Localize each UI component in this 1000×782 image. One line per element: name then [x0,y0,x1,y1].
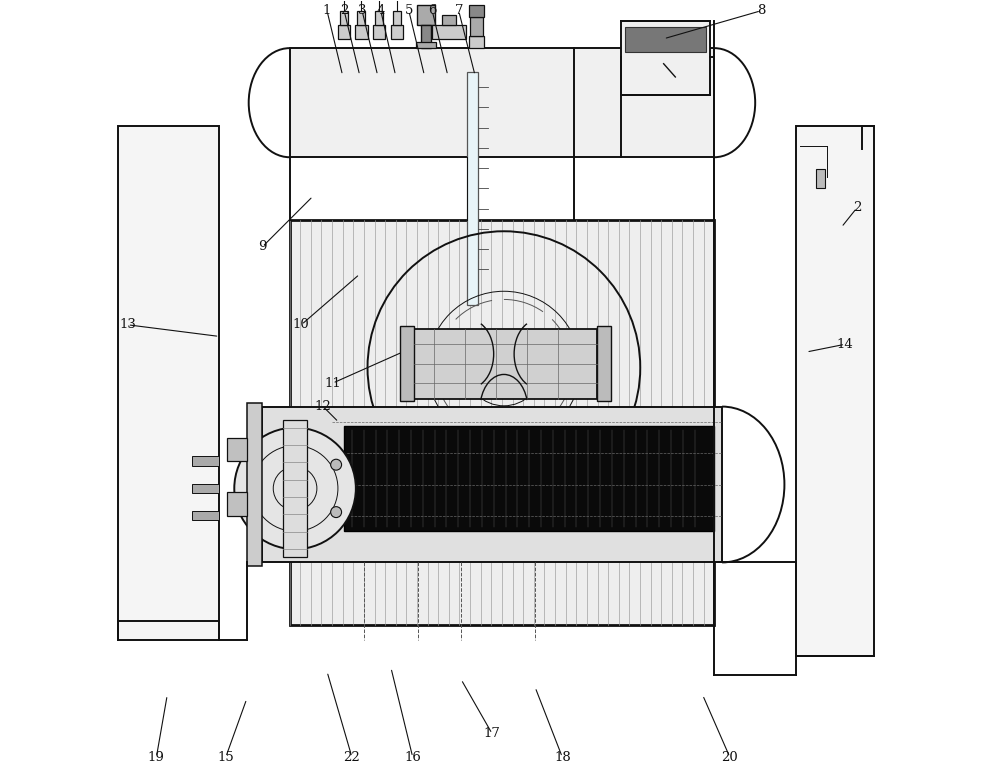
Bar [344,426,714,531]
Text: 15: 15 [217,751,234,764]
Text: 1: 1 [323,4,331,17]
Bar [375,11,383,25]
Bar [355,25,368,39]
Text: 2: 2 [853,202,861,214]
Bar [470,17,483,37]
Bar [357,11,365,25]
Text: 11: 11 [324,377,341,389]
Text: 8: 8 [757,4,765,17]
Bar [391,25,403,39]
Circle shape [234,428,356,549]
Bar [621,21,710,95]
Text: 18: 18 [554,751,571,764]
Bar [442,16,456,25]
Bar [192,511,219,520]
Bar [432,25,466,39]
Bar [373,25,385,39]
Text: 2: 2 [340,4,348,17]
Bar [417,5,435,25]
Text: 5: 5 [405,4,413,17]
Text: 14: 14 [837,338,854,351]
Bar [597,326,611,401]
Circle shape [249,459,259,470]
Circle shape [249,507,259,518]
Text: 20: 20 [721,751,738,764]
Bar [262,407,722,562]
Circle shape [290,530,301,541]
Circle shape [331,459,342,470]
Text: 6: 6 [428,4,436,17]
Bar [393,11,401,25]
Bar [338,25,350,39]
Text: 3: 3 [358,4,366,17]
Circle shape [331,507,342,518]
Text: 12: 12 [315,400,331,413]
Circle shape [290,436,301,447]
Text: 7: 7 [454,4,463,17]
Bar [416,42,436,48]
Bar [469,5,484,17]
Bar [414,328,597,399]
Text: 19: 19 [148,751,165,764]
Bar [290,48,714,157]
Bar [118,126,219,640]
Bar [227,493,247,515]
Text: 13: 13 [119,318,136,332]
Bar [227,438,247,461]
Bar [247,403,262,566]
Bar [816,169,825,188]
Bar [400,326,414,401]
Text: 16: 16 [404,751,421,764]
Bar [283,420,307,557]
Text: 10: 10 [293,318,310,332]
Bar [467,71,478,305]
Bar [340,11,348,25]
Text: 4: 4 [377,4,385,17]
Bar [796,126,874,656]
Bar [469,37,484,48]
Bar [192,484,219,493]
Bar [625,27,706,52]
Bar [192,457,219,466]
Text: 9: 9 [258,240,267,253]
Bar [290,220,714,625]
Text: 17: 17 [484,727,501,741]
Text: 22: 22 [344,751,360,764]
Bar [421,25,431,48]
